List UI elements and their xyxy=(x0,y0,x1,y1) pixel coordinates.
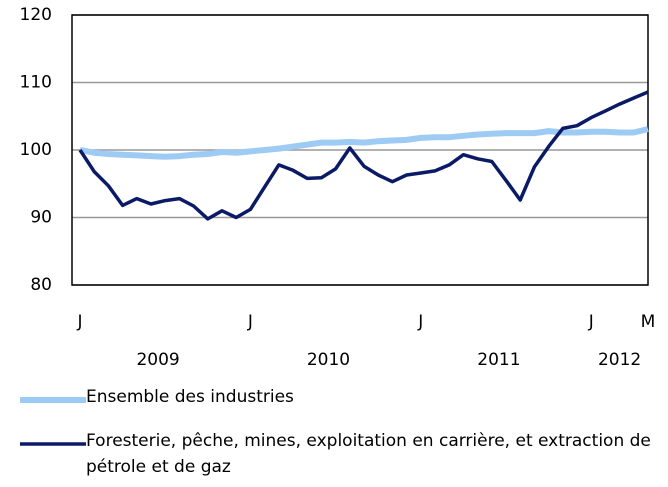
legend-item: Foresterie, pêche, mines, exploitation e… xyxy=(20,428,660,480)
x-tick-label: J xyxy=(588,312,594,332)
x-tick-label: M xyxy=(641,312,656,332)
y-tick-label: 120 xyxy=(20,5,52,25)
legend-swatch xyxy=(20,397,86,403)
legend-swatch xyxy=(20,442,86,446)
x-group-label: 2010 xyxy=(307,350,350,370)
x-group-label: 2012 xyxy=(598,350,641,370)
legend-label: Ensemble des industries xyxy=(86,387,294,407)
chart: 80 90 100 110 120 J J J J M 2009 2010 2011 2012 xyxy=(20,5,656,370)
series-line xyxy=(79,126,649,160)
y-tick-label: 80 xyxy=(30,275,52,295)
legend-item: Ensemble des industries xyxy=(20,384,660,410)
legend-label: Foresterie, pêche, mines, exploitation e… xyxy=(86,431,651,477)
series-line xyxy=(78,90,649,221)
x-tick-label: J xyxy=(76,312,82,332)
x-tick-label: J xyxy=(417,312,423,332)
plot-frame xyxy=(71,14,649,286)
x-tick-label: J xyxy=(247,312,253,332)
x-group-label: 2009 xyxy=(136,350,179,370)
y-tick-label: 90 xyxy=(30,208,52,228)
y-tick-label: 100 xyxy=(20,140,52,160)
y-tick-label: 110 xyxy=(20,73,52,93)
x-group-label: 2011 xyxy=(477,350,520,370)
